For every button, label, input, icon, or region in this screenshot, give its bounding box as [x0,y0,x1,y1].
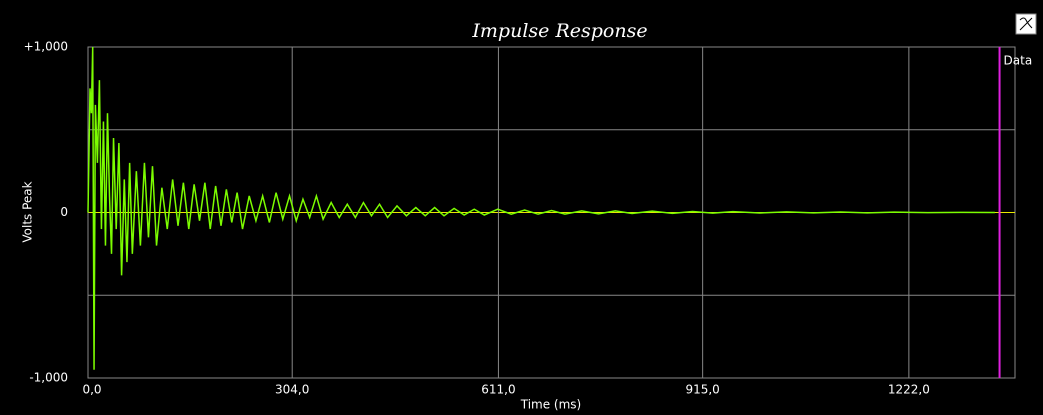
y-axis-label: Volts Peak [21,181,35,242]
y-tick-label: +1,000 [24,40,68,54]
x-axis-label: Time (ms) [520,398,582,412]
y-tick-label: 0 [60,205,68,219]
x-tick-label: 0,0 [82,383,101,397]
marker-label: Data [1004,54,1033,68]
icon-glyph [1019,17,1033,31]
data-line [87,46,995,370]
settings-icon[interactable] [1015,13,1037,35]
x-tick-label: 304,0 [275,383,309,397]
x-tick-label: 611,0 [481,383,515,397]
chart-title: Impulse Response [471,20,647,42]
x-tick-label: 915,0 [685,383,719,397]
y-tick-label: -1,000 [29,371,68,385]
x-tick-label: 1222,0 [888,383,930,397]
